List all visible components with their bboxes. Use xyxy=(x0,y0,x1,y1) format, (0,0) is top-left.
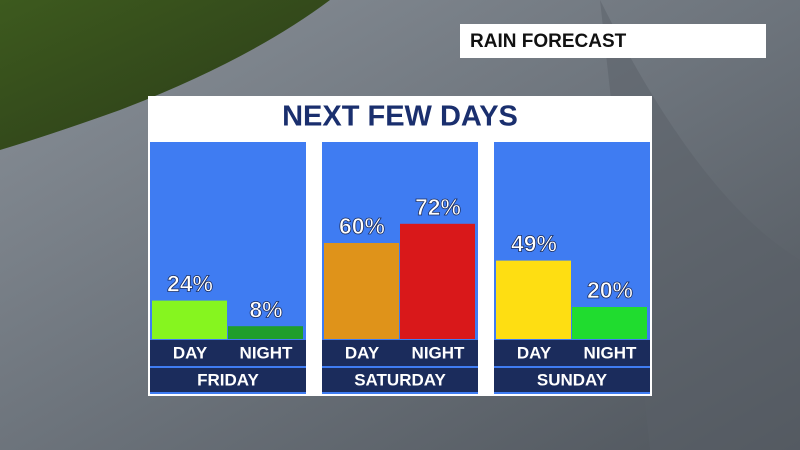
title-box xyxy=(148,96,652,138)
value-label: 20% xyxy=(587,277,633,303)
category-row xyxy=(322,340,478,366)
title: NEXT FEW DAYS xyxy=(282,101,518,133)
value-label: 72% xyxy=(415,194,461,220)
category-label: NIGHT xyxy=(240,343,294,362)
bar xyxy=(324,243,399,339)
group-label: SUNDAY xyxy=(537,370,608,389)
label-box xyxy=(460,24,766,58)
value-label: 49% xyxy=(511,231,557,257)
category-label: DAY xyxy=(345,343,380,362)
category-label: NIGHT xyxy=(584,343,638,362)
category-label: DAY xyxy=(173,343,208,362)
group-label: FRIDAY xyxy=(197,370,259,389)
group-row xyxy=(494,368,650,392)
bar xyxy=(228,326,303,339)
group-row xyxy=(322,368,478,392)
value-label: 8% xyxy=(249,296,282,322)
category-label: DAY xyxy=(517,343,552,362)
grass xyxy=(0,0,330,150)
group-label: SATURDAY xyxy=(354,370,446,389)
bar xyxy=(572,307,647,339)
value-label: 24% xyxy=(167,271,213,297)
bar xyxy=(496,260,571,339)
category-label: NIGHT xyxy=(412,343,466,362)
label: RAIN FORECAST xyxy=(470,31,627,52)
bar xyxy=(400,223,475,339)
bar xyxy=(152,300,227,339)
value-label: 60% xyxy=(339,213,385,239)
category-row xyxy=(150,340,306,366)
group-row xyxy=(150,368,306,392)
category-row xyxy=(494,340,650,366)
